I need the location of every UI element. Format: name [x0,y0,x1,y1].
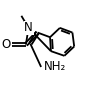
Text: O: O [1,38,11,51]
Text: N: N [24,21,33,34]
Text: NH₂: NH₂ [44,60,66,73]
